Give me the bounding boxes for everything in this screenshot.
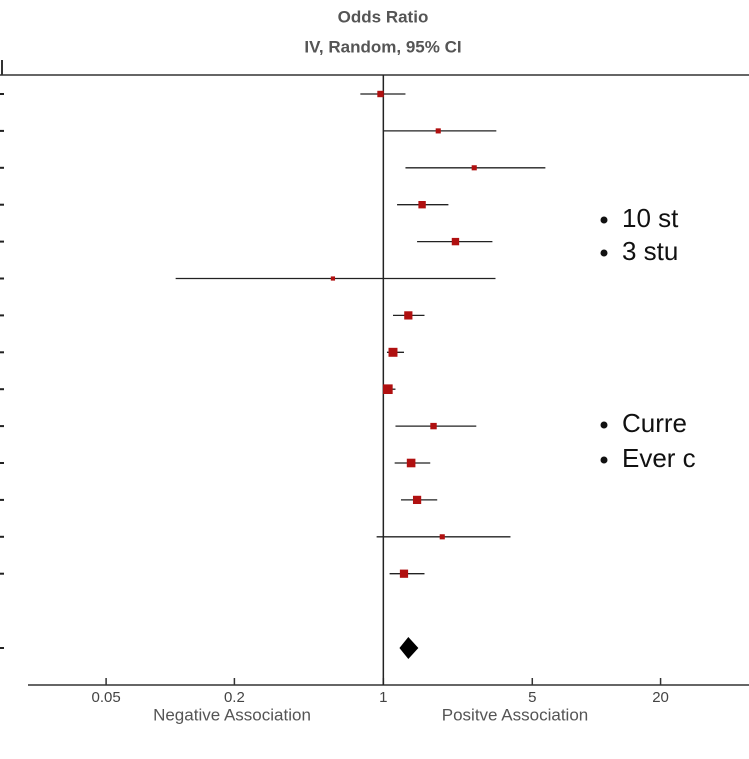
point-estimate <box>471 165 477 171</box>
bullet-dot <box>600 249 608 257</box>
bullet-dot <box>600 421 608 429</box>
x-tick-label: 0.05 <box>92 689 121 706</box>
point-estimate <box>383 384 393 395</box>
point-estimate <box>388 347 398 357</box>
x-tick-label: 1 <box>379 689 387 706</box>
bullet-dot <box>600 456 608 464</box>
x-tick-label: 20 <box>652 689 669 706</box>
bullet-text: 3 stu <box>622 236 678 266</box>
point-estimate <box>330 276 336 281</box>
x-label-right: Positve Association <box>442 705 588 724</box>
chart-subtitle: IV, Random, 95% CI <box>304 37 461 56</box>
overall-diamond <box>399 637 419 659</box>
bullet-text: Ever c <box>622 443 696 473</box>
point-estimate <box>439 534 445 540</box>
point-estimate <box>412 495 422 505</box>
point-estimate <box>430 422 437 430</box>
chart-title: Odds Ratio <box>338 7 429 26</box>
x-tick-label: 0.2 <box>224 689 245 706</box>
bullet-dot <box>600 216 608 224</box>
bullet-text: Curre <box>622 408 687 438</box>
point-estimate <box>406 458 416 468</box>
point-estimate <box>377 90 384 98</box>
bullet-text: 10 st <box>622 203 679 233</box>
point-estimate <box>399 569 409 578</box>
point-estimate <box>435 128 441 134</box>
x-tick-label: 5 <box>528 689 536 706</box>
point-estimate <box>451 237 460 246</box>
x-label-left: Negative Association <box>153 705 311 724</box>
point-estimate <box>404 311 413 320</box>
point-estimate <box>418 201 426 209</box>
